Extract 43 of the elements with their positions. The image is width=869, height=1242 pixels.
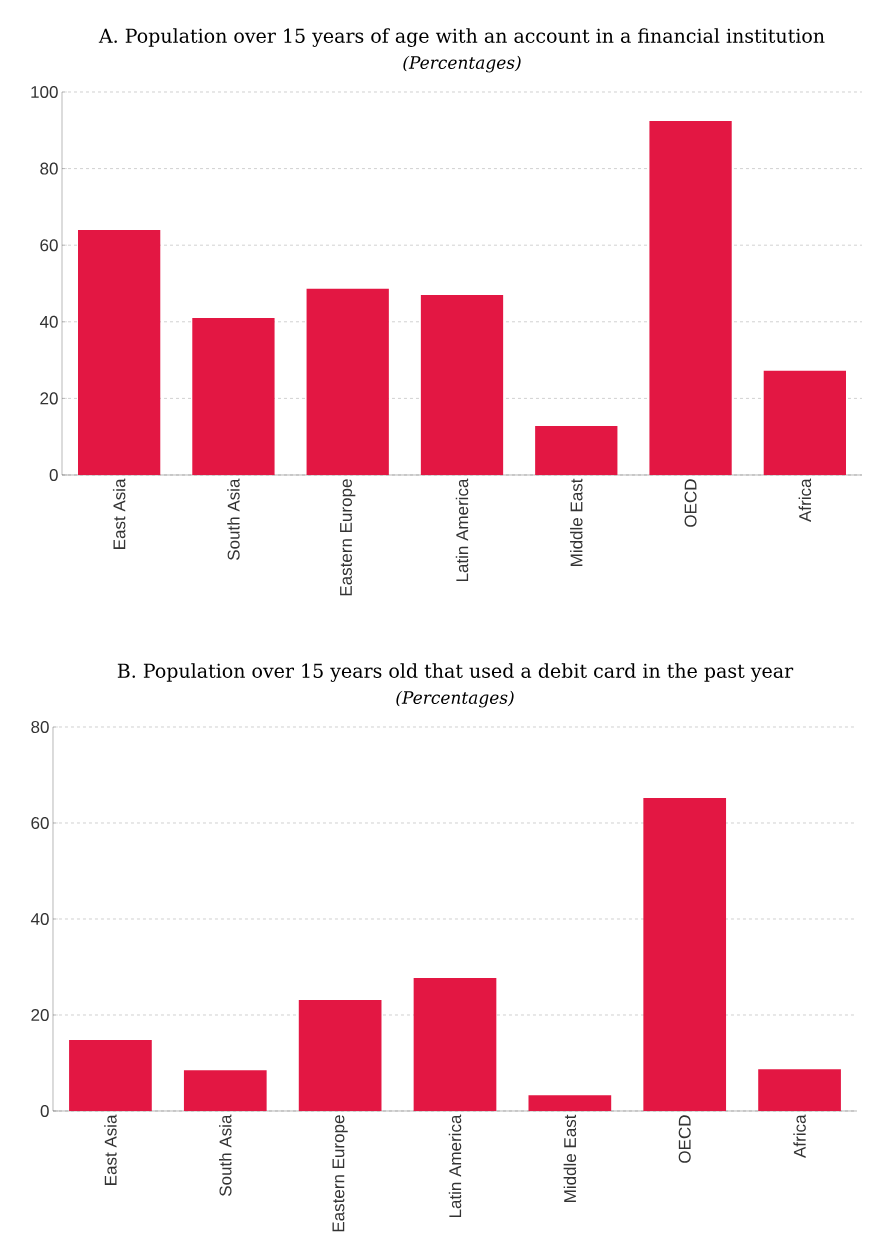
bar — [420, 294, 504, 475]
x-tick-label: Africa — [798, 478, 812, 522]
x-tick-label: Latin America — [455, 478, 469, 582]
y-tick-label: 0 — [49, 468, 58, 482]
bar — [535, 425, 618, 475]
y-tick-label: 0 — [40, 1104, 49, 1118]
bar — [183, 1070, 267, 1111]
y-tick-label: 40 — [39, 315, 58, 328]
x-tick-label: Middle East — [563, 1114, 577, 1202]
bar — [643, 798, 727, 1111]
chart-title: A. Population over 15 years of age with an account in a financial institution — [98, 28, 825, 47]
y-tick-label: 80 — [31, 720, 49, 734]
bar — [298, 1000, 382, 1111]
y-tick-label: 100 — [31, 85, 58, 99]
x-tick-label: OECD — [684, 479, 697, 527]
x-tick-label: Africa — [793, 1114, 806, 1158]
x-tick-label: Eastern Europe — [332, 1115, 348, 1232]
chart-title: B. Population over 15 years old that used a debit card in the past year — [117, 663, 794, 682]
y-tick-label: 60 — [40, 239, 58, 252]
bar — [192, 317, 275, 475]
x-tick-label: OECD — [678, 1115, 691, 1163]
bar — [306, 288, 389, 475]
y-tick-label: 60 — [31, 816, 49, 830]
x-tick-label: East Asia — [104, 1114, 117, 1185]
bar — [649, 121, 732, 475]
y-tick-label: 20 — [40, 392, 58, 405]
x-tick-label: East Asia — [112, 478, 126, 549]
bar — [758, 1069, 841, 1111]
bar — [413, 978, 497, 1111]
bar — [78, 229, 161, 475]
y-tick-label: 40 — [30, 912, 49, 926]
chart-subtitle: (Percentages) — [403, 55, 521, 73]
x-tick-label: South Asia — [219, 1114, 232, 1196]
bar — [763, 370, 846, 475]
x-tick-label: Eastern Europe — [340, 479, 356, 596]
bar — [69, 1039, 152, 1111]
x-tick-label: Latin America — [448, 1114, 462, 1218]
x-tick-label: South Asia — [227, 478, 240, 560]
bar — [528, 1095, 612, 1111]
y-tick-label: 80 — [40, 162, 58, 175]
chart-subtitle: (Percentages) — [396, 690, 514, 708]
x-tick-label: Middle East — [570, 478, 583, 566]
y-tick-label: 20 — [31, 1008, 49, 1022]
